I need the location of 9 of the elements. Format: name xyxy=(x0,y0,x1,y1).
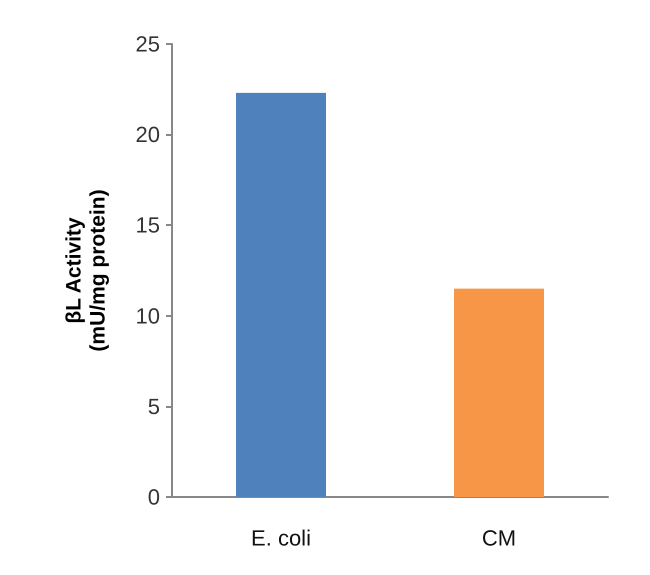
y-tick-label: 10 xyxy=(136,303,160,328)
x-tick-label: E. coli xyxy=(251,526,311,550)
y-axis-title: βL Activity (mU/mg protein) xyxy=(62,189,110,352)
y-tick-label: 0 xyxy=(148,484,160,510)
y-tick-label: 20 xyxy=(136,122,160,148)
y-tick-label: 5 xyxy=(148,394,160,419)
y-tick-label: 25 xyxy=(136,32,160,56)
y-tick-label: 15 xyxy=(136,212,160,238)
x-tick-label: CM xyxy=(482,526,516,550)
